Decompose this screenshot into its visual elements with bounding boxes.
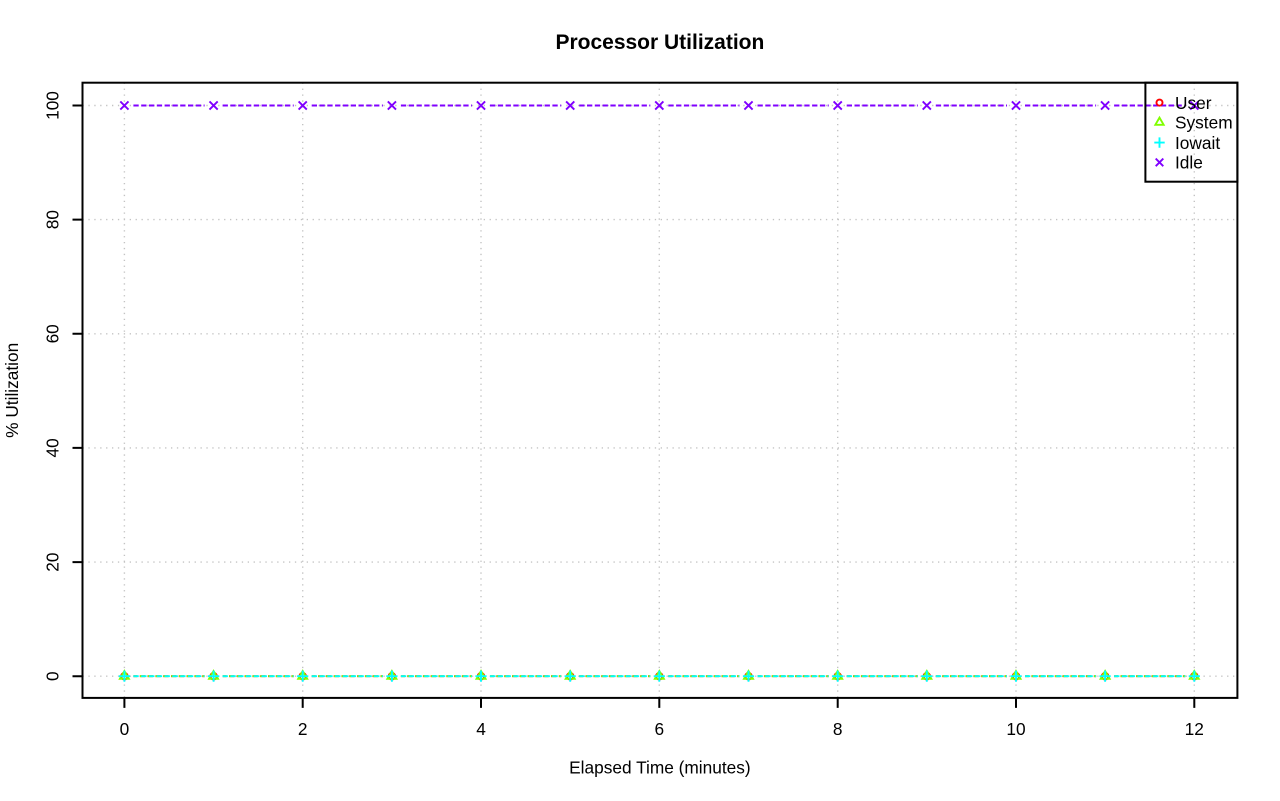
svg-text:2: 2 — [298, 719, 308, 739]
svg-text:12: 12 — [1185, 719, 1204, 739]
svg-text:8: 8 — [833, 719, 843, 739]
svg-text:0: 0 — [43, 671, 63, 681]
svg-text:% Utilization: % Utilization — [2, 343, 22, 438]
svg-text:20: 20 — [43, 552, 63, 571]
svg-text:6: 6 — [654, 719, 664, 739]
svg-text:Idle: Idle — [1175, 153, 1203, 173]
svg-text:60: 60 — [43, 324, 63, 343]
svg-text:System: System — [1175, 113, 1233, 133]
svg-text:Processor Utilization: Processor Utilization — [555, 31, 764, 54]
svg-text:0: 0 — [120, 719, 130, 739]
svg-text:Elapsed Time (minutes): Elapsed Time (minutes) — [569, 757, 751, 777]
svg-text:100: 100 — [43, 91, 63, 120]
svg-text:40: 40 — [43, 438, 63, 457]
svg-text:4: 4 — [476, 719, 486, 739]
svg-text:80: 80 — [43, 210, 63, 229]
svg-text:10: 10 — [1006, 719, 1025, 739]
svg-text:Iowait: Iowait — [1175, 133, 1220, 153]
svg-text:User: User — [1175, 93, 1212, 113]
